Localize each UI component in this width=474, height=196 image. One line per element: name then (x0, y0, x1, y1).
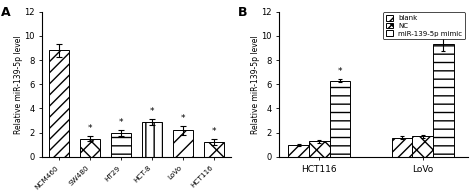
Text: B: B (237, 6, 247, 19)
Legend: blank, NC, miR-139-5p mimic: blank, NC, miR-139-5p mimic (383, 12, 465, 39)
Bar (412, 136, 433, 157)
Text: *: * (212, 127, 217, 136)
Text: *: * (119, 118, 124, 127)
Bar (392, 138, 412, 157)
Text: *: * (181, 114, 186, 123)
Bar (111, 133, 131, 157)
Bar (49, 50, 69, 157)
Text: *: * (88, 124, 92, 133)
Y-axis label: Relative miR-139-5p level: Relative miR-139-5p level (14, 35, 23, 133)
Bar (142, 122, 163, 157)
Bar (173, 130, 193, 157)
Text: *: * (338, 67, 342, 76)
Text: *: * (441, 26, 446, 35)
Text: *: * (150, 107, 155, 116)
Bar (309, 141, 330, 157)
Bar (433, 44, 454, 157)
Bar (289, 145, 309, 157)
Bar (80, 139, 100, 157)
Bar (330, 81, 350, 157)
Y-axis label: Relative miR-139-5p level: Relative miR-139-5p level (251, 35, 260, 133)
Bar (204, 142, 225, 157)
Text: A: A (0, 6, 10, 19)
